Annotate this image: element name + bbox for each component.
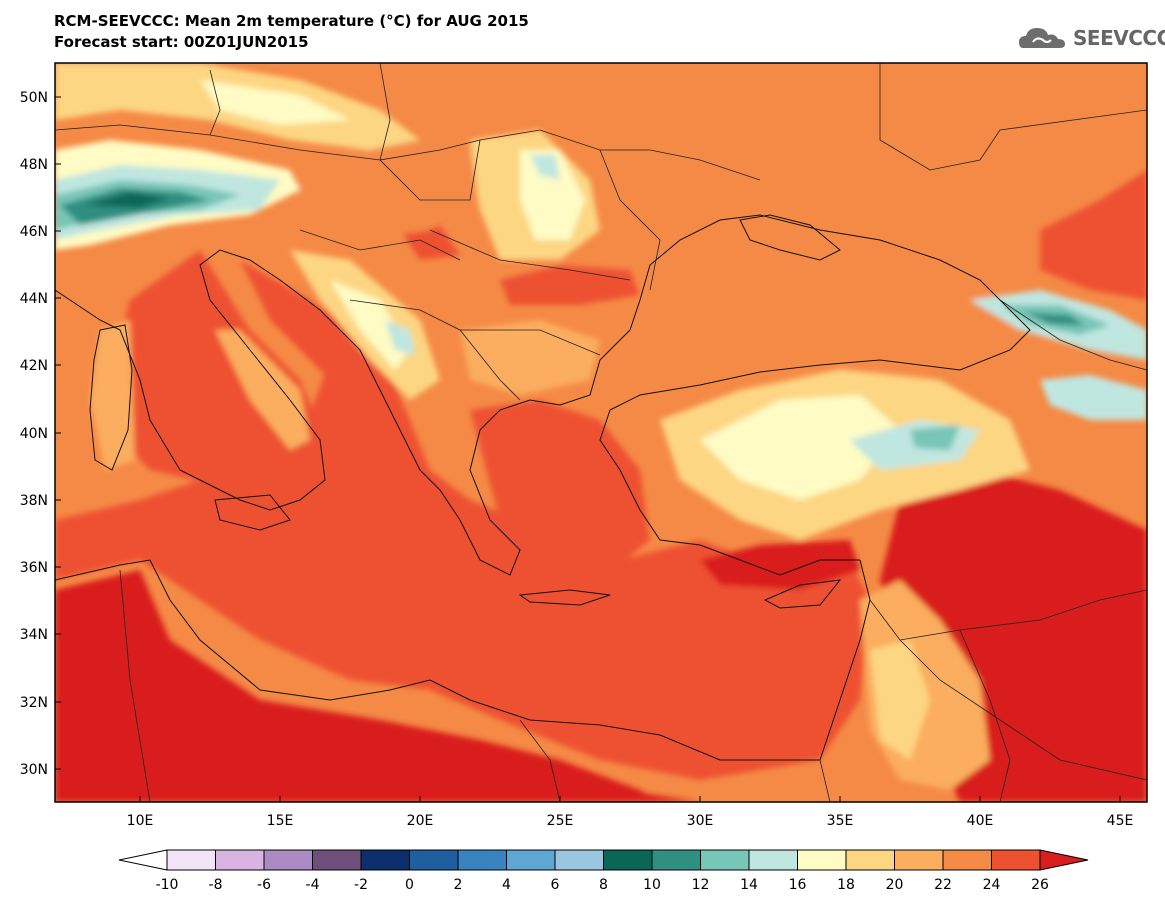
lat-label: 40N: [20, 426, 48, 442]
colorbar-label: 20: [886, 877, 904, 893]
colorbar-label: -6: [257, 877, 271, 893]
lon-label: 35E: [827, 813, 854, 829]
colorbar-swatch: [991, 849, 1041, 871]
colorbar-swatch: [457, 849, 507, 871]
colorbar-label: -8: [209, 877, 223, 893]
axis-ticks: [55, 96, 1121, 802]
cloud-icon: [1019, 28, 1065, 48]
longitude-labels: 10E 15E 20E 25E 30E 35E 40E 45E: [127, 813, 1134, 829]
lon-label: 15E: [267, 813, 294, 829]
colorbar-swatch: [215, 849, 265, 871]
lat-label: 34N: [20, 627, 48, 643]
lat-label: 38N: [20, 493, 48, 509]
colorbar-swatch: [506, 849, 556, 871]
colorbar-label: 24: [983, 877, 1001, 893]
logo-text: SEEVCCC: [1073, 26, 1165, 50]
lat-label: 48N: [20, 157, 48, 173]
colorbar-swatch: [797, 849, 847, 871]
colorbar-label: 12: [692, 877, 710, 893]
lon-label: 10E: [127, 813, 154, 829]
colorbar-swatch: [312, 849, 362, 871]
colorbar-swatch: [894, 849, 944, 871]
colorbar-swatch: [942, 849, 992, 871]
coastlines: [55, 214, 1031, 761]
colorbar-swatch: [409, 849, 459, 871]
colorbar-swatch: [166, 849, 216, 871]
colorbar-label: 26: [1031, 877, 1049, 893]
lon-label: 25E: [547, 813, 574, 829]
colorbar-label: 6: [551, 877, 560, 893]
colorbar-label: 16: [789, 877, 807, 893]
lon-label: 45E: [1107, 813, 1134, 829]
colorbar-swatch: [603, 849, 653, 871]
colorbar-swatch: [651, 849, 701, 871]
lat-label: 32N: [20, 695, 48, 711]
latitude-labels: 50N 48N 46N 44N 42N 40N 38N 36N 34N 32N …: [20, 90, 48, 778]
lat-label: 46N: [20, 224, 48, 240]
colorbar-label: 22: [934, 877, 952, 893]
borders: [55, 63, 1147, 802]
lat-label: 44N: [20, 291, 48, 307]
forecast-start-label: Forecast start: 00Z01JUN2015: [54, 33, 309, 51]
map-title: RCM-SEEVCCC: Mean 2m temperature (°C) fo…: [54, 12, 529, 30]
colorbar-label: 18: [837, 877, 855, 893]
colorbar-label: -2: [354, 877, 368, 893]
lat-label: 42N: [20, 358, 48, 374]
colorbar-label: 2: [454, 877, 463, 893]
colorbar-label: 14: [740, 877, 758, 893]
lon-label: 20E: [407, 813, 434, 829]
lat-label: 36N: [20, 560, 48, 576]
colorbar-label: 10: [643, 877, 661, 893]
colorbar-swatch: [554, 849, 604, 871]
colorbar-label: 0: [405, 877, 414, 893]
colorbar-swatch: [845, 849, 895, 871]
lon-label: 30E: [687, 813, 714, 829]
seevccc-logo: SEEVCCC: [1017, 20, 1165, 56]
colorbar-label: 8: [599, 877, 608, 893]
colorbar-label: 4: [502, 877, 511, 893]
colorbar-swatch: [748, 849, 798, 871]
lat-label: 50N: [20, 90, 48, 106]
colorbar-over-triangle: [1039, 849, 1089, 871]
lon-label: 40E: [967, 813, 994, 829]
colorbar-under-triangle: [118, 849, 168, 871]
temperature-field: [55, 63, 1147, 802]
colorbar-swatch: [263, 849, 313, 871]
colorbar-label: -10: [156, 877, 179, 893]
colorbar-swatch: [360, 849, 410, 871]
colorbar-swatch: [700, 849, 750, 871]
colorbar-label: -4: [306, 877, 320, 893]
lat-label: 30N: [20, 762, 48, 778]
colorbar: -10 -8 -6 -4 -2 0 2 4 6 8 10 12 14 16 18 20 22 24 26: [118, 849, 1089, 893]
